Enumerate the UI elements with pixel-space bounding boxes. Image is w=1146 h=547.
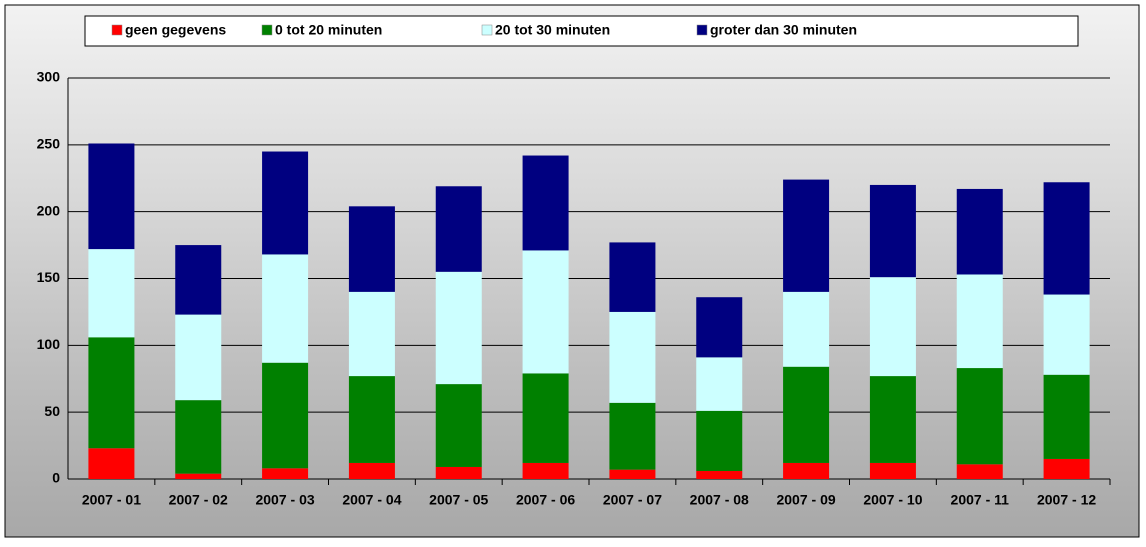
y-tick-label: 250 (37, 136, 61, 152)
bar-segment (175, 473, 222, 479)
x-tick-label: 2007 - 08 (690, 492, 749, 508)
bar-segment (783, 179, 830, 292)
bar-segment (956, 368, 1003, 465)
bar-segment (348, 462, 395, 479)
x-tick-label: 2007 - 11 (951, 492, 1010, 508)
bar-segment (869, 376, 916, 463)
bar-segment (1043, 374, 1090, 459)
bar-segment (175, 245, 222, 315)
bar-segment (783, 462, 830, 479)
legend-swatch (111, 24, 123, 36)
bar-segment (783, 291, 830, 367)
legend-label: 0 tot 20 minuten (275, 22, 382, 38)
y-tick-label: 100 (37, 336, 61, 352)
x-tick-label: 2007 - 12 (1037, 492, 1096, 508)
bar-segment (869, 462, 916, 479)
bar-segment (435, 466, 482, 479)
bar-segment (522, 250, 569, 374)
bar-segment (609, 242, 656, 312)
x-tick-label: 2007 - 10 (863, 492, 922, 508)
x-tick-label: 2007 - 09 (776, 492, 835, 508)
bar-segment (956, 274, 1003, 369)
y-tick-label: 150 (37, 269, 61, 285)
bar-segment (869, 277, 916, 377)
bar-segment (522, 155, 569, 251)
legend-box (84, 15, 1079, 47)
legend-label: 20 tot 30 minuten (495, 22, 610, 38)
bar-segment (522, 462, 569, 479)
legend-swatch (261, 24, 273, 36)
x-tick-label: 2007 - 01 (82, 492, 141, 508)
bar-segment (348, 376, 395, 463)
bar-segment (609, 469, 656, 479)
bar-segment (696, 410, 743, 471)
y-tick-label: 50 (44, 403, 60, 419)
bar-segment (1043, 458, 1090, 479)
bar-segment (956, 188, 1003, 275)
bar-segment (696, 297, 743, 358)
bar-segment (435, 271, 482, 385)
bar-segment (175, 314, 222, 401)
legend-label: groter dan 30 minuten (710, 22, 857, 38)
x-tick-label: 2007 - 05 (429, 492, 488, 508)
x-tick-label: 2007 - 04 (342, 492, 401, 508)
bar-segment (348, 291, 395, 377)
bar-segment (435, 186, 482, 272)
bar-segment (88, 448, 135, 479)
bar-segment (175, 400, 222, 474)
bar-segment (783, 366, 830, 463)
x-tick-label: 2007 - 02 (169, 492, 228, 508)
y-tick-label: 0 (52, 470, 60, 486)
bar-segment (88, 249, 135, 338)
bar-segment (262, 468, 309, 479)
bar-segment (262, 254, 309, 363)
x-tick-label: 2007 - 06 (516, 492, 575, 508)
legend-swatch (481, 24, 493, 36)
bar-segment (696, 357, 743, 411)
bar-segment (1043, 294, 1090, 375)
x-tick-label: 2007 - 07 (603, 492, 662, 508)
x-tick-label: 2007 - 03 (255, 492, 314, 508)
bar-segment (88, 337, 135, 449)
bar-segment (262, 151, 309, 255)
bar-segment (1043, 182, 1090, 295)
bar-segment (88, 143, 135, 250)
bar-segment (869, 184, 916, 278)
bar-segment (435, 384, 482, 467)
bar-segment (609, 311, 656, 403)
bar-segment (348, 206, 395, 292)
y-tick-label: 300 (37, 69, 61, 85)
y-tick-label: 200 (37, 202, 61, 218)
legend-label: geen gegevens (125, 22, 226, 38)
legend-swatch (696, 24, 708, 36)
bar-segment (522, 373, 569, 463)
bar-segment (262, 362, 309, 469)
bar-segment (696, 470, 743, 479)
bar-segment (956, 464, 1003, 479)
bar-segment (609, 402, 656, 470)
